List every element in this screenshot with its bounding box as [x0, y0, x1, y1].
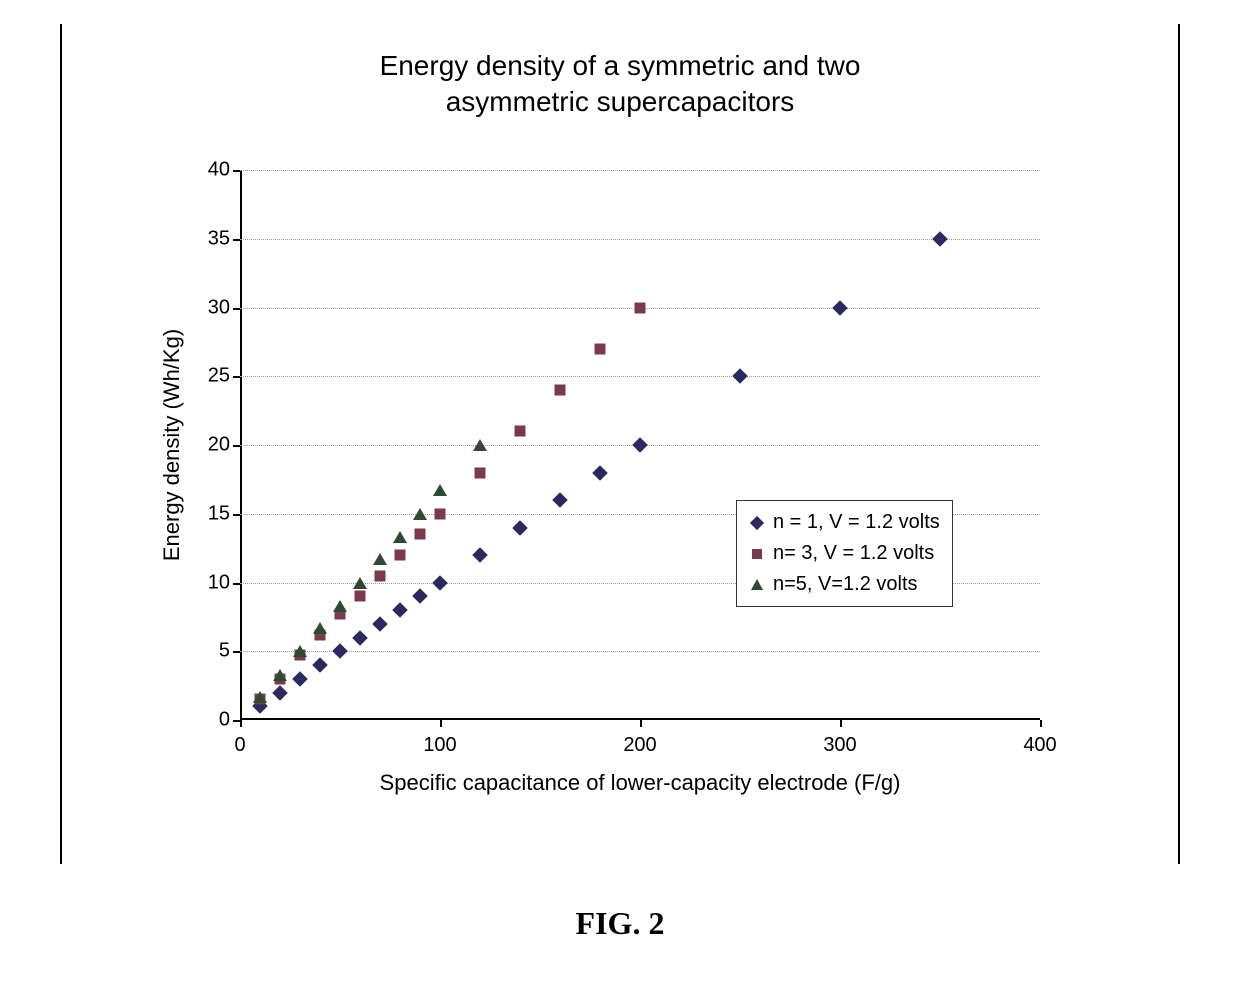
plot-area: Energy density (Wh/Kg) Specific capacita… [240, 170, 1040, 720]
title-line-1: Energy density of a symmetric and two [380, 50, 861, 81]
data-point [373, 553, 387, 565]
data-point [832, 300, 848, 316]
data-point [292, 671, 308, 687]
data-point [592, 465, 608, 481]
data-point [432, 575, 448, 591]
data-point [475, 467, 486, 478]
legend-label: n=5, V=1.2 volts [773, 573, 918, 596]
data-point [632, 437, 648, 453]
data-point [433, 484, 447, 496]
data-point [372, 616, 388, 632]
legend-marker [749, 579, 765, 590]
data-point [472, 547, 488, 563]
data-point [415, 529, 426, 540]
y-axis-label: Energy density (Wh/Kg) [159, 329, 185, 561]
chart-title: Energy density of a symmetric and two as… [0, 48, 1240, 121]
gridline-h [240, 170, 1040, 171]
y-tick-label: 20 [208, 434, 240, 457]
figure-caption: FIG. 2 [0, 905, 1240, 942]
x-tick-label: 0 [234, 720, 245, 757]
data-point [515, 426, 526, 437]
legend-item: n=5, V=1.2 volts [747, 569, 942, 600]
data-point [272, 685, 288, 701]
y-tick-label: 40 [208, 159, 240, 182]
legend-item: n = 1, V = 1.2 volts [747, 507, 942, 538]
x-tick-label: 100 [423, 720, 456, 757]
data-point [313, 622, 327, 634]
data-point [595, 343, 606, 354]
legend-label: n = 1, V = 1.2 volts [773, 511, 940, 534]
gridline-h [240, 239, 1040, 240]
legend-marker [749, 518, 765, 528]
y-tick-label: 5 [219, 640, 240, 663]
y-tick-label: 30 [208, 296, 240, 319]
y-tick-label: 15 [208, 502, 240, 525]
data-point [395, 550, 406, 561]
data-point [333, 600, 347, 612]
y-tick-label: 10 [208, 571, 240, 594]
data-point [312, 657, 328, 673]
data-point [273, 669, 287, 681]
y-tick-label: 35 [208, 227, 240, 250]
data-point [393, 531, 407, 543]
data-point [392, 602, 408, 618]
data-point [253, 691, 267, 703]
y-tick-label: 25 [208, 365, 240, 388]
data-point [435, 508, 446, 519]
legend-label: n= 3, V = 1.2 volts [773, 542, 934, 565]
data-point [635, 302, 646, 313]
x-axis-label: Specific capacitance of lower-capacity e… [240, 770, 1040, 796]
data-point [352, 630, 368, 646]
title-line-2: asymmetric supercapacitors [446, 86, 795, 117]
data-point [353, 577, 367, 589]
data-point [512, 520, 528, 536]
legend-item: n= 3, V = 1.2 volts [747, 538, 942, 569]
x-tick-label: 400 [1023, 720, 1056, 757]
x-tick-label: 300 [823, 720, 856, 757]
data-point [355, 591, 366, 602]
gridline-h [240, 376, 1040, 377]
data-point [732, 368, 748, 384]
data-point [375, 570, 386, 581]
data-point [473, 439, 487, 451]
x-tick-label: 200 [623, 720, 656, 757]
chart-legend: n = 1, V = 1.2 volts n= 3, V = 1.2 volts n… [736, 500, 953, 607]
data-point [555, 385, 566, 396]
legend-marker [749, 549, 765, 559]
gridline-h [240, 651, 1040, 652]
plot-wrap: Energy density (Wh/Kg) Specific capacita… [170, 160, 1070, 780]
data-point [413, 508, 427, 520]
data-point [332, 643, 348, 659]
data-point [932, 231, 948, 247]
data-point [412, 588, 428, 604]
data-point [552, 492, 568, 508]
data-point [293, 645, 307, 657]
